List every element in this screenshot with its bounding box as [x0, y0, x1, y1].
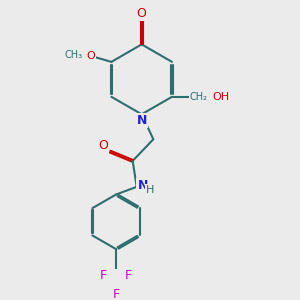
- Text: F: F: [112, 287, 120, 300]
- Text: CH₂: CH₂: [190, 92, 208, 102]
- Text: H: H: [146, 184, 154, 194]
- Text: O: O: [98, 139, 108, 152]
- Text: CH₃: CH₃: [64, 50, 82, 60]
- Text: O: O: [86, 51, 95, 61]
- Text: F: F: [125, 269, 132, 282]
- Text: OH: OH: [212, 92, 230, 102]
- Text: N: N: [137, 179, 148, 192]
- Text: N: N: [136, 114, 147, 127]
- Text: F: F: [100, 269, 107, 282]
- Text: O: O: [137, 7, 147, 20]
